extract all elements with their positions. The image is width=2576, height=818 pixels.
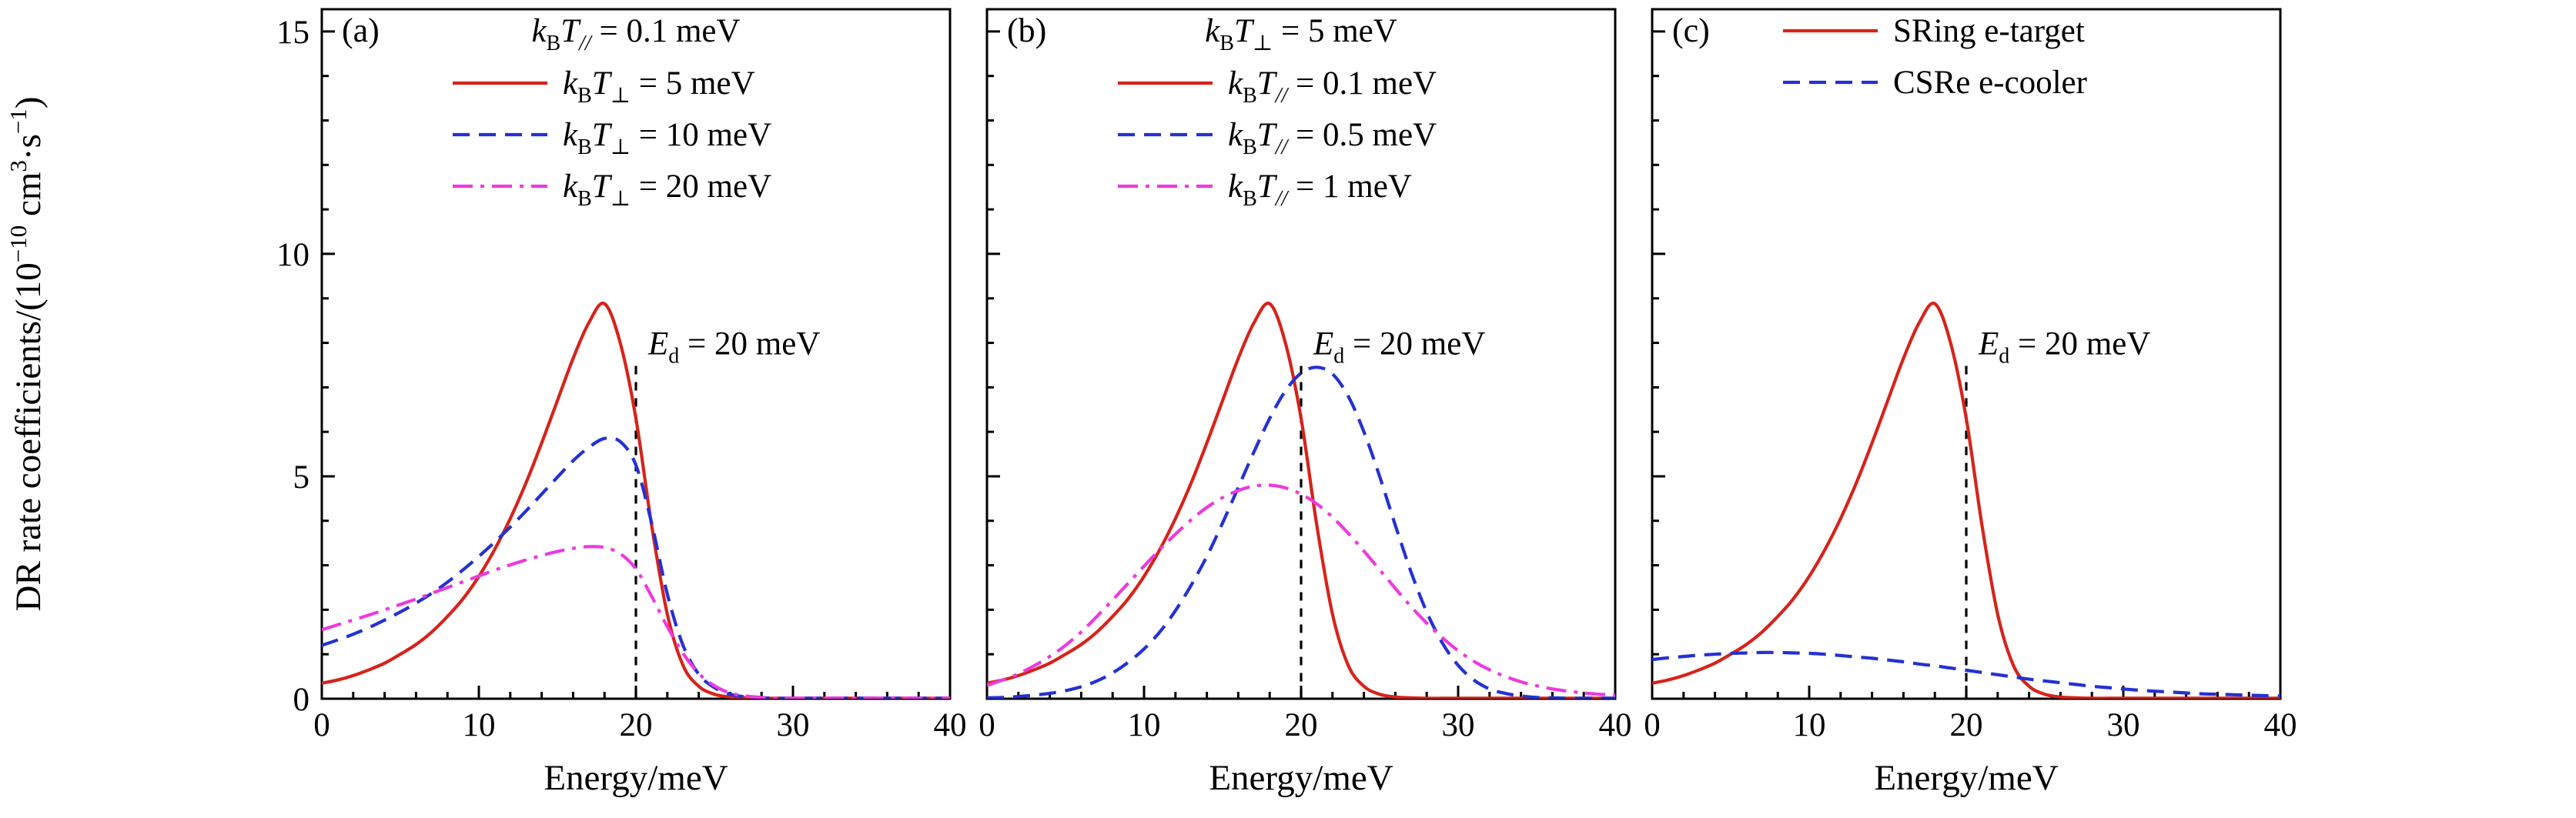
- curve-2: [1652, 650, 2280, 698]
- curve-1: [987, 301, 1615, 699]
- x-tick-label: 20: [1285, 707, 1318, 743]
- x-axis-title: Energy/meV: [1209, 758, 1393, 798]
- ed-annotation-label: Ed = 20 meV: [1313, 326, 1485, 368]
- y-tick-label: 10: [276, 237, 309, 273]
- x-axis-title: Energy/meV: [544, 758, 728, 798]
- x-tick-label: 40: [934, 707, 967, 743]
- curve-3: [987, 483, 1615, 697]
- x-tick-label: 40: [2264, 707, 2297, 743]
- legend-label: kBT// = 1 meV: [1228, 169, 1412, 211]
- x-tick-label: 10: [463, 707, 496, 743]
- x-tick-label: 0: [979, 707, 995, 743]
- x-tick-label: 20: [620, 707, 653, 743]
- legend-label: kBT⊥ = 10 meV: [563, 117, 771, 159]
- legend-label: kBT⊥ = 5 meV: [563, 65, 755, 108]
- x-tick-label: 0: [1644, 707, 1661, 743]
- panel-tag: (a): [342, 12, 380, 49]
- x-axis-title: Energy/meV: [1874, 758, 2058, 798]
- curve-2: [987, 366, 1615, 699]
- panel-a: 0 10 20 30 40 0 5 10 15 Energy/meV Ed = 20 meV (a) k…: [276, 8, 967, 798]
- legend-label: kBT// = 0.5 meV: [1228, 117, 1437, 159]
- panel-b: 0 10 20 30 40 Energy/meV Ed = 20 meV (b) kBT⊥ = …: [979, 8, 1632, 798]
- panel-tag: (c): [1672, 12, 1710, 49]
- x-tick-label: 10: [1793, 707, 1826, 743]
- y-tick-label: 0: [293, 682, 310, 718]
- x-tick-label: 40: [1599, 707, 1632, 743]
- panel-title: kBT⊥ = 5 meV: [1205, 13, 1397, 55]
- panel-c: 0 10 20 30 40 Energy/meV Ed = 20 meV (c) SRing e…: [1644, 8, 2297, 798]
- y-tick-label: 15: [276, 15, 309, 51]
- panel-title: kBT// = 0.1 meV: [531, 13, 740, 55]
- legend-label: CSRe e-cooler: [1893, 65, 2087, 101]
- legend-label: kBT// = 0.1 meV: [1228, 65, 1437, 108]
- x-tick-label: 30: [1442, 707, 1475, 743]
- ed-annotation-label: Ed = 20 meV: [1978, 326, 2150, 368]
- legend-label: SRing e-target: [1893, 13, 2085, 49]
- x-tick-label: 20: [1950, 707, 1983, 743]
- x-tick-label: 0: [313, 707, 330, 743]
- panel-tag: (b): [1007, 12, 1046, 49]
- y-axis-title: DR rate coefficients/(10−10 cm3·s−1): [5, 96, 49, 611]
- curve-1: [1652, 301, 2280, 699]
- x-tick-label: 30: [2107, 707, 2140, 743]
- ed-annotation-label: Ed = 20 meV: [647, 326, 820, 368]
- x-tick-label: 10: [1128, 707, 1161, 743]
- x-tick-label: 30: [777, 707, 810, 743]
- y-tick-label: 5: [293, 459, 310, 496]
- legend-label: kBT⊥ = 20 meV: [563, 169, 771, 211]
